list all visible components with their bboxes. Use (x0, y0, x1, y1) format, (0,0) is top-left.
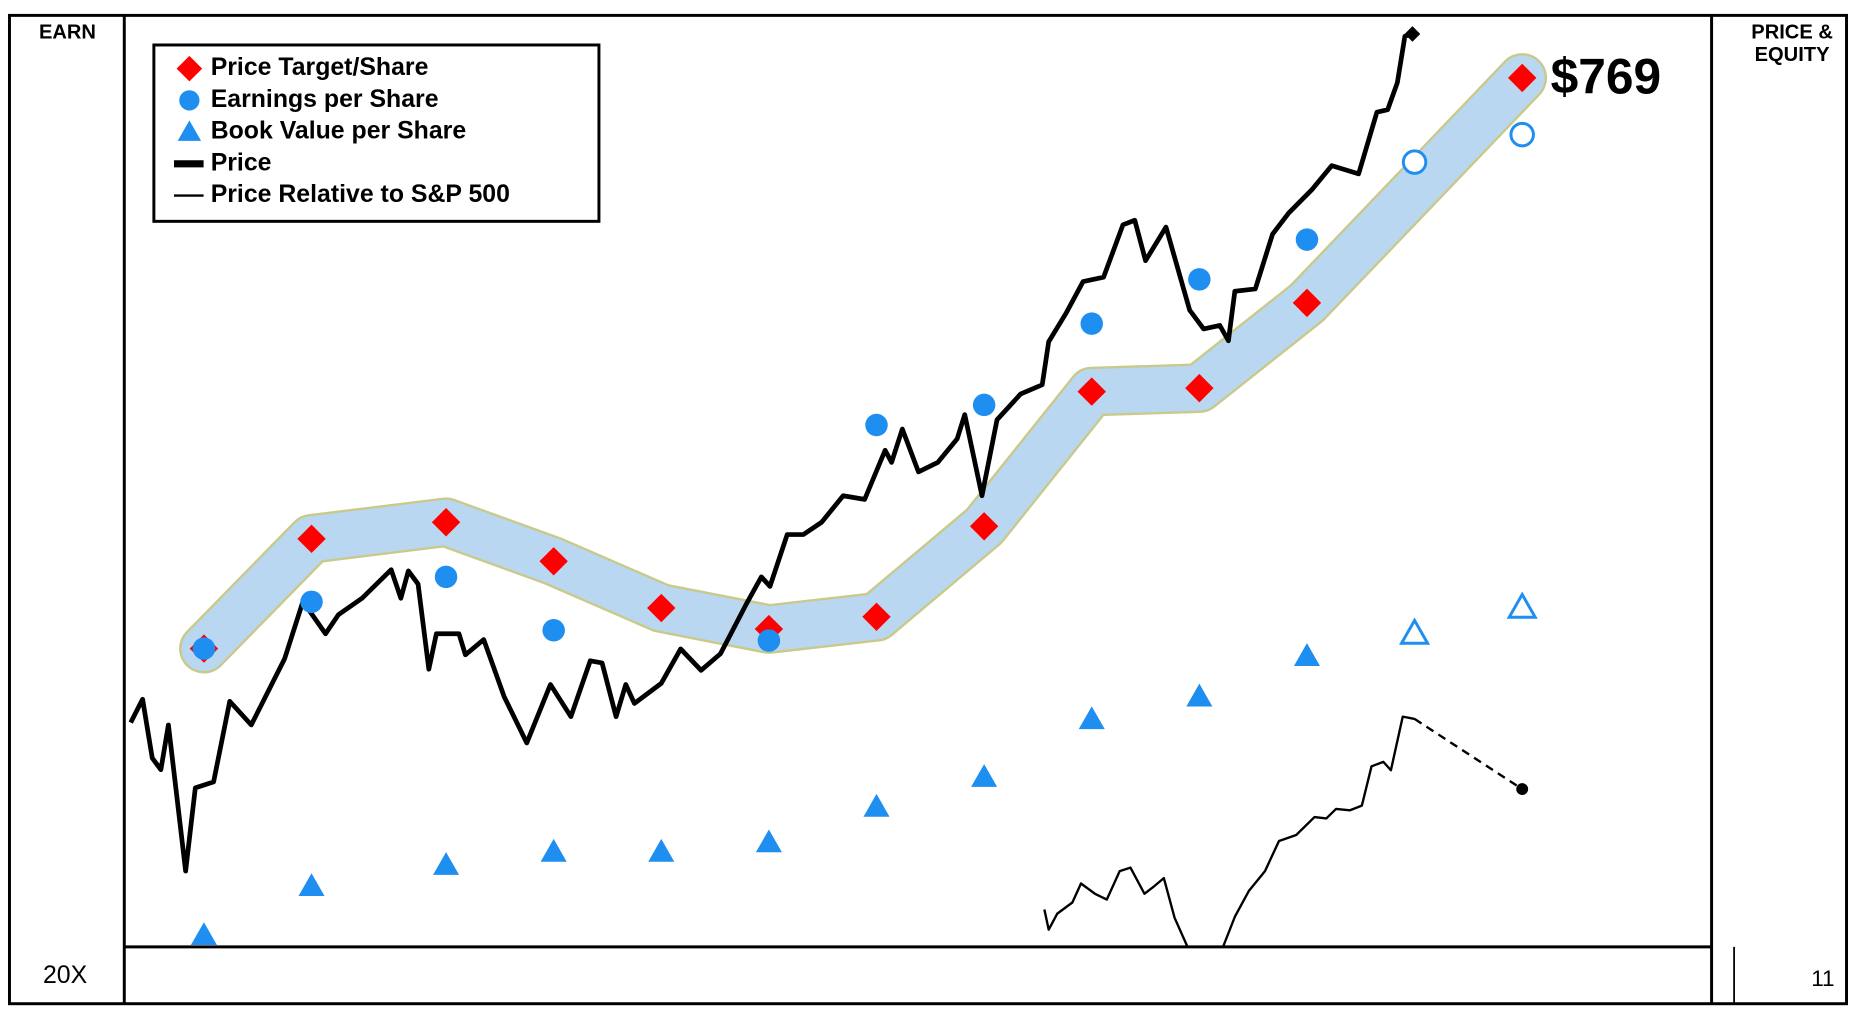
triangle-marker (1293, 643, 1320, 666)
circle-marker (1188, 268, 1211, 291)
triangle-marker (1078, 706, 1105, 730)
frame (7, 13, 1849, 1006)
circle-marker (192, 637, 216, 660)
triangle-marker (298, 873, 325, 897)
legend-label: Earnings per Share (211, 86, 439, 113)
triangle-marker (540, 838, 567, 862)
legend-label: Price Target/Share (211, 54, 429, 81)
plot-area (128, 26, 1548, 947)
circle-marker (865, 413, 888, 437)
annotation: $769 (1551, 48, 1662, 104)
circle-marker (434, 565, 458, 589)
diamond-marker (297, 524, 326, 554)
legend-label: Book Value per Share (211, 118, 466, 145)
circle-marker (757, 629, 781, 652)
triangle-marker (177, 120, 202, 141)
circle-marker (1401, 149, 1428, 175)
target-band (181, 55, 1545, 672)
circle-marker (1509, 121, 1535, 148)
legend-label: Price Relative to S&P 500 (211, 181, 510, 208)
y2-axis-label: EQUITY (1755, 44, 1830, 66)
y-axis-label: EARN (39, 21, 96, 43)
circle-marker (179, 90, 200, 111)
legend-label: Price (211, 149, 272, 176)
legend-box (152, 43, 601, 223)
diamond-marker (862, 602, 891, 632)
diamond-marker (647, 593, 676, 623)
diamond-marker (1507, 63, 1537, 93)
triangle-marker (863, 793, 890, 817)
projection-line (1413, 717, 1523, 791)
page-number: 11 (1811, 966, 1834, 991)
circle-marker (1080, 312, 1103, 335)
price-line (128, 31, 1414, 874)
triangle-marker (971, 764, 998, 787)
triangle-marker (433, 852, 460, 875)
circle-marker (542, 619, 565, 642)
triangle-marker (190, 922, 217, 946)
diamond-marker (969, 512, 999, 541)
projection-point (1516, 783, 1529, 796)
diamond-marker (1404, 26, 1421, 42)
footer-label: 20X (43, 962, 88, 989)
circle-marker (300, 590, 323, 614)
circle-marker (1295, 228, 1319, 251)
y2-axis-label: PRICE & (1751, 21, 1833, 43)
diamond-marker (431, 508, 461, 537)
triangle-marker (1186, 683, 1213, 707)
diamond-marker (1292, 288, 1322, 318)
triangle-marker (1506, 591, 1538, 619)
legend: Price Target/Share Earnings per Share Book… (152, 43, 601, 223)
diamond-marker (1077, 377, 1106, 406)
triangle-marker (755, 829, 782, 853)
price-line (1043, 715, 1415, 947)
circle-marker (972, 393, 996, 417)
triangle-marker (1399, 617, 1431, 645)
triangle-marker (648, 838, 675, 862)
